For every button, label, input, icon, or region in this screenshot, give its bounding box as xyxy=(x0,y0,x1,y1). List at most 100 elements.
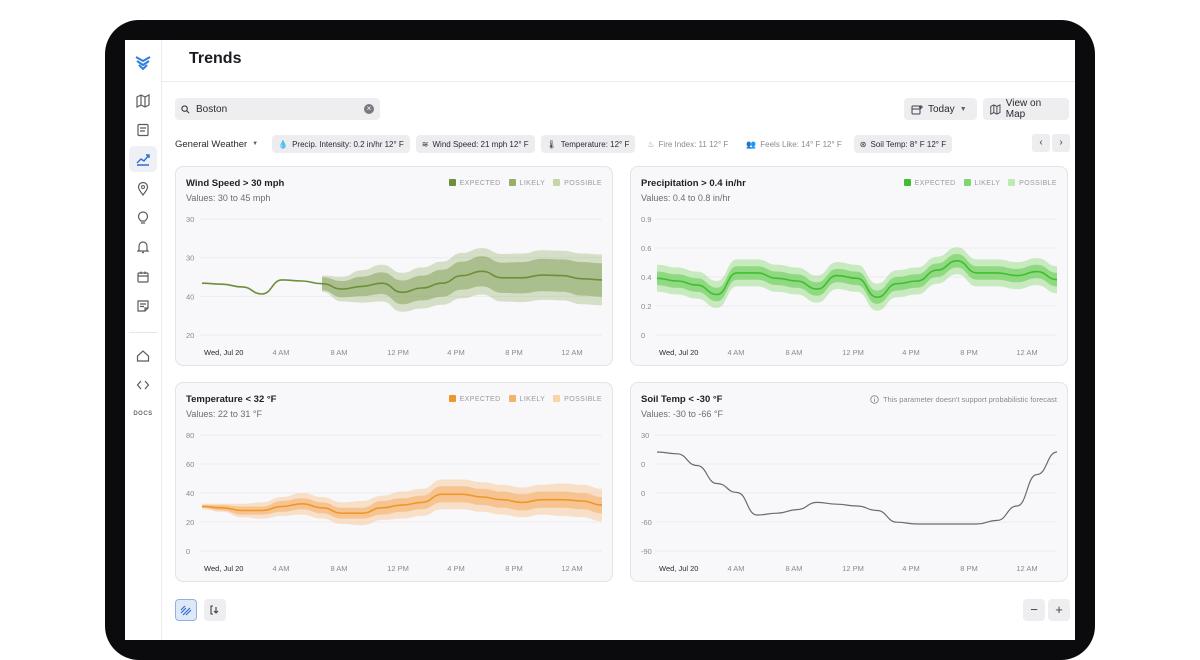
date-range-button[interactable]: Today ▼ xyxy=(904,98,977,120)
y-tick-label: 30 xyxy=(641,431,649,440)
legend-possible: POSSIBLE xyxy=(1008,179,1057,187)
export-view-button[interactable] xyxy=(204,599,226,621)
chevron-left-icon[interactable]: ‹ xyxy=(1032,134,1050,152)
chart-title: Precipitation > 0.4 in/hr xyxy=(641,178,746,189)
param-chip-temperature[interactable]: 🌡 Temperature: 12° F xyxy=(540,135,636,153)
param-chip-label: Feels Like: 14° F 12° F xyxy=(760,139,842,149)
export-icon xyxy=(210,605,219,615)
x-tick-label: Wed, Jul 20 xyxy=(659,348,698,357)
notes-icon[interactable] xyxy=(129,293,157,319)
param-chip-label: Temperature: 12° F xyxy=(560,139,630,149)
x-tick-label: 8 PM xyxy=(960,564,978,573)
legend-expected: EXPECTED xyxy=(448,395,501,403)
chart-plot: 30 30 40 20 Wed, Jul 20 4 AM 8 AM 12 PM 4 PM 8 PM… xyxy=(186,215,603,357)
trends-icon[interactable] xyxy=(129,146,157,172)
chevron-down-icon: ▼ xyxy=(959,105,967,113)
chart-title: Temperature < 32 °F xyxy=(186,394,277,405)
expected-line xyxy=(201,270,603,295)
param-chip-feels-like[interactable]: 👥 Feels Like: 14° F 12° F xyxy=(740,135,848,153)
likely-band xyxy=(322,256,602,305)
thermometer-icon: 🌡 xyxy=(546,139,557,149)
soil-icon: ⊛ xyxy=(859,139,867,149)
x-tick-label: 8 PM xyxy=(505,348,523,357)
zoom-out-button[interactable]: − xyxy=(1023,599,1045,621)
document-icon[interactable] xyxy=(129,117,157,143)
layers-view-button[interactable] xyxy=(175,599,197,621)
y-tick-label: -90 xyxy=(641,547,652,556)
x-tick-label: 8 AM xyxy=(330,348,347,357)
chart-plot: 0.9 0.6 0.4 0.2 0 Wed, Jul 20 4 AM 8 AM 12 PM 4 P… xyxy=(641,215,1058,357)
x-tick-label: Wed, Jul 20 xyxy=(204,348,243,357)
chart-title: Soil Temp < -30 °F xyxy=(641,394,723,405)
x-tick-label: 8 PM xyxy=(960,348,978,357)
x-tick-label: 12 PM xyxy=(842,348,864,357)
legend-likely: LIKELY xyxy=(508,395,546,403)
param-chip-soil-temp[interactable]: ⊛ Soil Temp: 8° F 12° F xyxy=(853,135,953,153)
logo-icon[interactable] xyxy=(129,50,157,76)
legend-likely: LIKELY xyxy=(963,179,1001,187)
param-chip-fire-index[interactable]: ♨ Fire Index: 11 12° F xyxy=(641,135,734,153)
code-icon[interactable] xyxy=(129,372,157,398)
y-tick-label: 0.9 xyxy=(641,215,651,224)
category-select[interactable]: General Weather ▼ xyxy=(175,139,258,150)
clear-search-icon[interactable]: × xyxy=(364,104,374,114)
x-tick-label: 4 AM xyxy=(727,348,744,357)
x-tick-label: 4 PM xyxy=(447,564,465,573)
chevron-right-icon[interactable]: › xyxy=(1052,134,1070,152)
layers-icon xyxy=(180,605,192,616)
docs-link[interactable]: DOCS xyxy=(133,411,153,417)
view-on-map-button[interactable]: View on Map xyxy=(983,98,1069,120)
people-icon: 👥 xyxy=(746,139,757,149)
param-scroll-controls: ‹ › xyxy=(1032,134,1070,152)
legend-likely: LIKELY xyxy=(508,179,546,187)
y-tick-label: 0.2 xyxy=(641,302,651,311)
legend-expected: EXPECTED xyxy=(903,179,956,187)
page-title: Trends xyxy=(189,50,242,67)
x-tick-label: 8 AM xyxy=(785,564,802,573)
chart-subtitle: Values: 30 to 45 mph xyxy=(186,193,271,203)
x-tick-label: 8 AM xyxy=(785,348,802,357)
header: Trends xyxy=(162,40,1075,82)
map-icon xyxy=(990,103,1001,115)
lightbulb-icon[interactable] xyxy=(129,205,157,231)
x-tick-label: 12 AM xyxy=(1016,348,1037,357)
view-on-map-label: View on Map xyxy=(1005,98,1042,120)
legend-expected: EXPECTED xyxy=(448,179,501,187)
x-tick-label: 4 PM xyxy=(447,348,465,357)
param-chip-label: Soil Temp: 8° F 12° F xyxy=(870,139,947,149)
y-tick-label: 20 xyxy=(186,331,194,340)
x-tick-label: 4 AM xyxy=(272,564,289,573)
y-tick-label: 0 xyxy=(641,331,645,340)
x-tick-label: 12 AM xyxy=(561,348,582,357)
bell-icon[interactable] xyxy=(129,234,157,260)
x-tick-label: 12 AM xyxy=(561,564,582,573)
chart-legend: EXPECTED LIKELY POSSIBLE xyxy=(448,395,602,403)
x-tick-label: 8 PM xyxy=(505,564,523,573)
expected-line xyxy=(656,259,1058,299)
param-chip-precip[interactable]: 💧 Precip. Intensity: 0.2 in/hr 12° F xyxy=(272,135,410,153)
param-chip-label: Wind Speed: 21 mph 12° F xyxy=(432,139,529,149)
location-pin-icon[interactable] xyxy=(129,176,157,202)
parameter-bar: General Weather ▼ 💧 Precip. Intensity: 0… xyxy=(175,134,1071,154)
location-search[interactable]: Boston × xyxy=(175,98,380,120)
chart-plot: 80 60 40 20 0 Wed, Jul 20 4 AM 8 AM 12 PM 4 PM 8 P… xyxy=(186,431,603,573)
zoom-in-button[interactable]: + xyxy=(1048,599,1070,621)
map-icon[interactable] xyxy=(129,88,157,114)
calendar-icon[interactable] xyxy=(129,264,157,290)
home-icon[interactable] xyxy=(129,343,157,369)
y-tick-label: 0 xyxy=(641,460,645,469)
chart-card-temperature[interactable]: Temperature < 32 °F Values: 22 to 31 °F … xyxy=(175,382,613,582)
chart-card-soil-temp[interactable]: Soil Temp < -30 °F Values: -30 to -66 °F… xyxy=(630,382,1068,582)
probabilistic-notice: This parameter doesn't support probabili… xyxy=(870,395,1057,404)
chart-card-precipitation[interactable]: Precipitation > 0.4 in/hr Values: 0.4 to… xyxy=(630,166,1068,366)
chart-card-wind-speed[interactable]: Wind Speed > 30 mph Values: 30 to 45 mph… xyxy=(175,166,613,366)
chart-legend: EXPECTED LIKELY POSSIBLE xyxy=(448,179,602,187)
sidebar: DOCS xyxy=(125,40,162,640)
x-tick-label: 4 AM xyxy=(272,348,289,357)
search-input[interactable]: Boston xyxy=(196,103,228,115)
y-tick-label: 30 xyxy=(186,254,194,263)
chart-title: Wind Speed > 30 mph xyxy=(186,178,285,189)
date-range-label: Today xyxy=(928,103,955,115)
y-tick-label: 20 xyxy=(186,518,194,527)
param-chip-wind[interactable]: ≋ Wind Speed: 21 mph 12° F xyxy=(415,135,535,153)
